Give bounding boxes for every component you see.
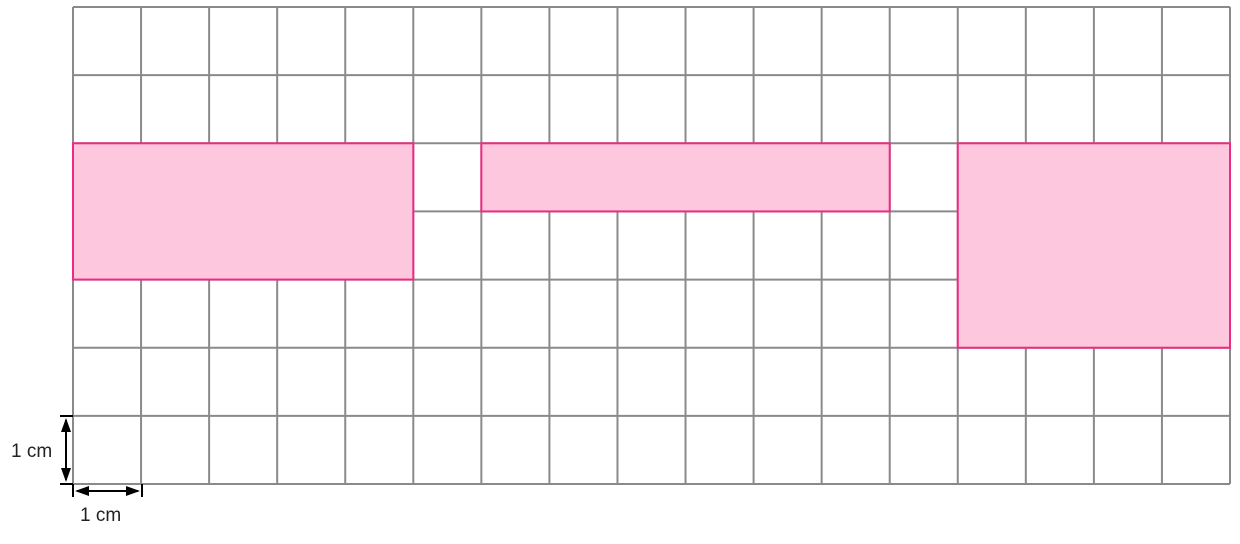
horizontal-scale-marker: 1 cm [72,484,143,526]
rectangle-c [956,142,1231,349]
arrow-down-icon [61,468,71,482]
horizontal-scale-label: 1 cm [80,505,121,526]
rectangle-a [72,142,415,281]
vertical-scale-label: 1 cm [11,441,52,462]
vertical-scale-marker: 1 cm [11,415,73,485]
rectangle-b [480,142,891,213]
arrow-right-icon [126,486,140,496]
shaded-rectangles [72,142,1231,349]
arrow-left-icon [75,486,89,496]
arrow-up-icon [61,418,71,432]
